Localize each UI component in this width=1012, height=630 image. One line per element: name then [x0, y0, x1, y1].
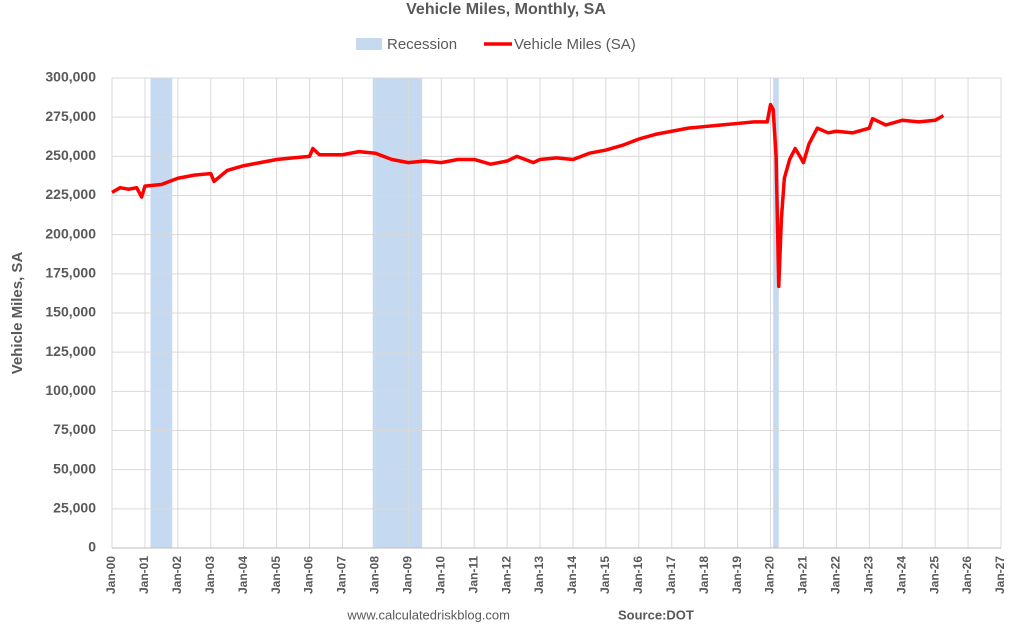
x-tick-label: Jan-12: [499, 556, 513, 594]
x-tick-label: Jan-14: [565, 556, 579, 594]
y-tick-label: 200,000: [45, 225, 96, 241]
y-tick-label: 100,000: [45, 382, 96, 398]
chart-title: Vehicle Miles, Monthly, SA: [406, 1, 606, 18]
y-tick-label: 250,000: [45, 147, 96, 163]
y-tick-label: 225,000: [45, 186, 96, 202]
y-tick-label: 175,000: [45, 265, 96, 281]
y-tick-label: 0: [88, 539, 96, 555]
x-tick-label: Jan-10: [433, 556, 447, 594]
x-tick-label: Jan-22: [829, 556, 843, 594]
footer: www.calculatedriskblog.com: [346, 607, 510, 622]
x-tick-label: Jan-02: [170, 556, 184, 594]
x-tick-label: Jan-03: [203, 556, 217, 594]
y-tick-label: 300,000: [45, 69, 96, 85]
x-tick-label: Jan-07: [335, 556, 349, 594]
x-tick-label: Jan-19: [730, 556, 744, 594]
source: Source:DOT: [618, 607, 694, 622]
x-tick-label: Jan-27: [993, 556, 1007, 594]
x-tick-label: Jan-11: [466, 556, 480, 594]
legend-label: Vehicle Miles (SA): [514, 36, 636, 53]
x-tick-label: Jan-23: [861, 556, 875, 594]
x-tick-label: Jan-16: [631, 556, 645, 594]
series-line: [111, 102, 945, 289]
x-tick-label: Jan-21: [796, 556, 810, 594]
y-axis-label: Vehicle Miles, SA: [9, 252, 26, 375]
x-tick-label: Jan-26: [960, 556, 974, 594]
x-tick-label: Jan-13: [532, 556, 546, 594]
x-tick-label: Jan-09: [401, 556, 415, 594]
y-tick-label: 75,000: [53, 421, 96, 437]
y-tick-label: 275,000: [45, 108, 96, 124]
y-tick-label: 150,000: [45, 304, 96, 320]
y-tick-label: 125,000: [45, 343, 96, 359]
x-tick-label: Jan-20: [763, 556, 777, 594]
y-tick-label: 50,000: [53, 460, 96, 476]
x-tick-label: Jan-17: [664, 556, 678, 594]
x-tick-label: Jan-08: [368, 556, 382, 594]
legend-label: Recession: [387, 36, 457, 53]
x-tick-label: Jan-00: [104, 556, 118, 594]
x-tick-label: Jan-18: [697, 556, 711, 594]
x-tick-label: Jan-24: [894, 556, 908, 594]
x-tick-label: Jan-15: [598, 556, 612, 594]
x-tick-label: Jan-04: [236, 556, 250, 594]
x-tick-label: Jan-05: [269, 556, 283, 594]
x-tick-label: Jan-06: [302, 556, 316, 594]
legend-swatch: [356, 38, 382, 50]
y-tick-label: 25,000: [53, 500, 96, 516]
x-tick-label: Jan-01: [137, 556, 151, 594]
x-tick-label: Jan-25: [927, 556, 941, 594]
